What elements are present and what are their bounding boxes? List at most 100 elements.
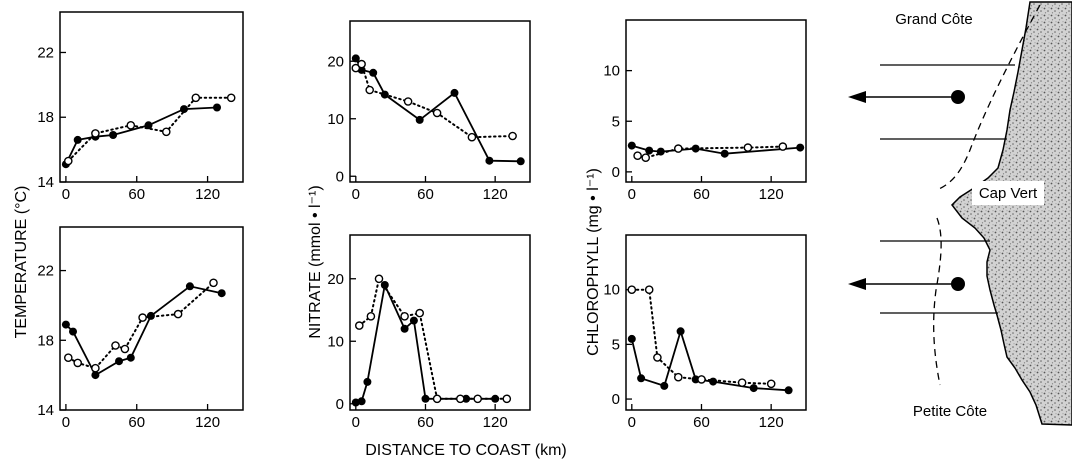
data-point-open [455, 394, 465, 404]
x-tick-label: 60 [128, 414, 145, 431]
data-point-open [627, 285, 637, 295]
station-south-marker [951, 277, 965, 291]
data-point-open [126, 121, 136, 130]
data-point-filled [180, 105, 188, 114]
data-point-open [432, 394, 442, 404]
data-point-open [400, 311, 409, 321]
data-point-filled [363, 377, 372, 386]
data-point-open [737, 378, 747, 388]
cap-vert-label-box [972, 181, 1044, 205]
panel-temperature-north: 0 60 120 14 18 22 [37, 11, 244, 203]
x-tick-label: 60 [417, 186, 434, 203]
data-point-open [633, 151, 642, 160]
x-tick-label: 0 [62, 414, 70, 431]
series-line-open [67, 281, 215, 370]
x-tick-label: 120 [759, 186, 784, 203]
data-point-open [697, 375, 706, 384]
data-point-open [161, 127, 171, 137]
data-point-open [64, 353, 73, 363]
data-point-filled [357, 397, 366, 406]
data-point-open [374, 274, 384, 284]
data-point-open [357, 59, 366, 69]
data-point-open [73, 358, 82, 368]
data-point-filled [115, 357, 123, 366]
data-point-filled [450, 88, 459, 97]
data-point-open [641, 153, 651, 162]
data-point-filled [61, 320, 70, 329]
y-tick-label: 20 [327, 271, 344, 288]
data-point-open [226, 93, 236, 103]
y-tick-label: 14 [37, 402, 54, 419]
cap-vert-label: Cap Vert [979, 185, 1038, 202]
data-point-open [173, 309, 183, 319]
series-line-open [354, 62, 514, 139]
data-point-filled [709, 377, 718, 386]
x-tick-label: 0 [628, 414, 636, 431]
data-point-filled [627, 334, 636, 343]
data-point-open [403, 97, 413, 106]
data-point-filled [69, 327, 77, 336]
data-point-open [138, 313, 147, 322]
plot-frame [59, 11, 244, 183]
series-line-filled [65, 106, 218, 165]
y-tick-label: 14 [37, 174, 54, 191]
y-tick-label: 10 [603, 282, 620, 299]
data-point-open [508, 131, 517, 141]
data-point-open [653, 353, 662, 362]
x-tick-label: 0 [628, 186, 636, 203]
data-point-filled [660, 381, 669, 390]
data-point-filled [796, 143, 805, 152]
chart-panels: 0 60 120 14 18 22 0 60 120 0 10 20 0 60 120 0 5 10 0 60 120 1… [37, 11, 807, 431]
data-point-filled [380, 281, 389, 289]
data-point-filled [421, 394, 430, 403]
data-point-open [644, 285, 654, 295]
data-point-filled [380, 90, 389, 99]
data-point-open [365, 85, 375, 95]
shelf-break-line-north [936, 4, 1041, 191]
y-tick-label: 0 [336, 396, 344, 413]
data-point-filled [213, 103, 221, 112]
x-tick-label: 0 [62, 186, 70, 203]
chlorophyll-axis-label: CHLOROPHYLL (mg • l⁻¹) [585, 168, 602, 356]
y-tick-label: 20 [327, 53, 344, 70]
x-tick-label: 60 [693, 186, 710, 203]
x-tick-label: 120 [195, 414, 220, 431]
station-north-marker [951, 90, 965, 104]
series-line-filled [630, 328, 789, 392]
data-point-open [778, 142, 788, 151]
data-point-open [111, 341, 120, 350]
series-line-open [358, 276, 508, 400]
y-tick-label: 22 [37, 263, 54, 280]
data-point-filled [351, 54, 360, 63]
temperature-axis-label: TEMPERATURE (°C) [13, 186, 30, 339]
x-tick-label: 0 [352, 414, 360, 431]
data-point-open [91, 129, 100, 138]
panel-nitrate-south: 0 60 120 0 10 20 [327, 234, 531, 431]
x-tick-label: 60 [128, 186, 145, 203]
x-tick-label: 0 [352, 186, 360, 203]
plot-frame [349, 234, 531, 411]
land-mass [951, 1, 1072, 426]
x-tick-label: 60 [693, 414, 710, 431]
data-point-filled [627, 141, 636, 150]
plot-frame [625, 19, 807, 183]
data-point-open [120, 344, 130, 354]
data-point-filled [415, 115, 424, 124]
plot-frame [59, 226, 244, 411]
data-point-open [743, 143, 753, 152]
panel-chlorophyll-north: 0 60 120 0 5 10 [603, 19, 807, 203]
data-point-filled [109, 131, 118, 139]
y-tick-label: 18 [37, 109, 54, 126]
panel-chlorophyll-south: 0 60 120 0 5 10 [603, 234, 807, 431]
data-point-filled [656, 147, 665, 156]
data-point-filled [645, 146, 654, 155]
x-tick-label: 120 [483, 414, 508, 431]
data-point-filled [146, 311, 155, 320]
petite-cote-label: Petite Côte [913, 403, 987, 420]
data-point-filled [720, 149, 729, 158]
series-line-filled [65, 285, 222, 377]
data-point-filled [516, 157, 525, 166]
coast-map: Grand Côte Cap Vert Petite Côte [848, 1, 1072, 426]
data-point-filled [73, 135, 82, 144]
x-tick-label: 120 [195, 186, 220, 203]
